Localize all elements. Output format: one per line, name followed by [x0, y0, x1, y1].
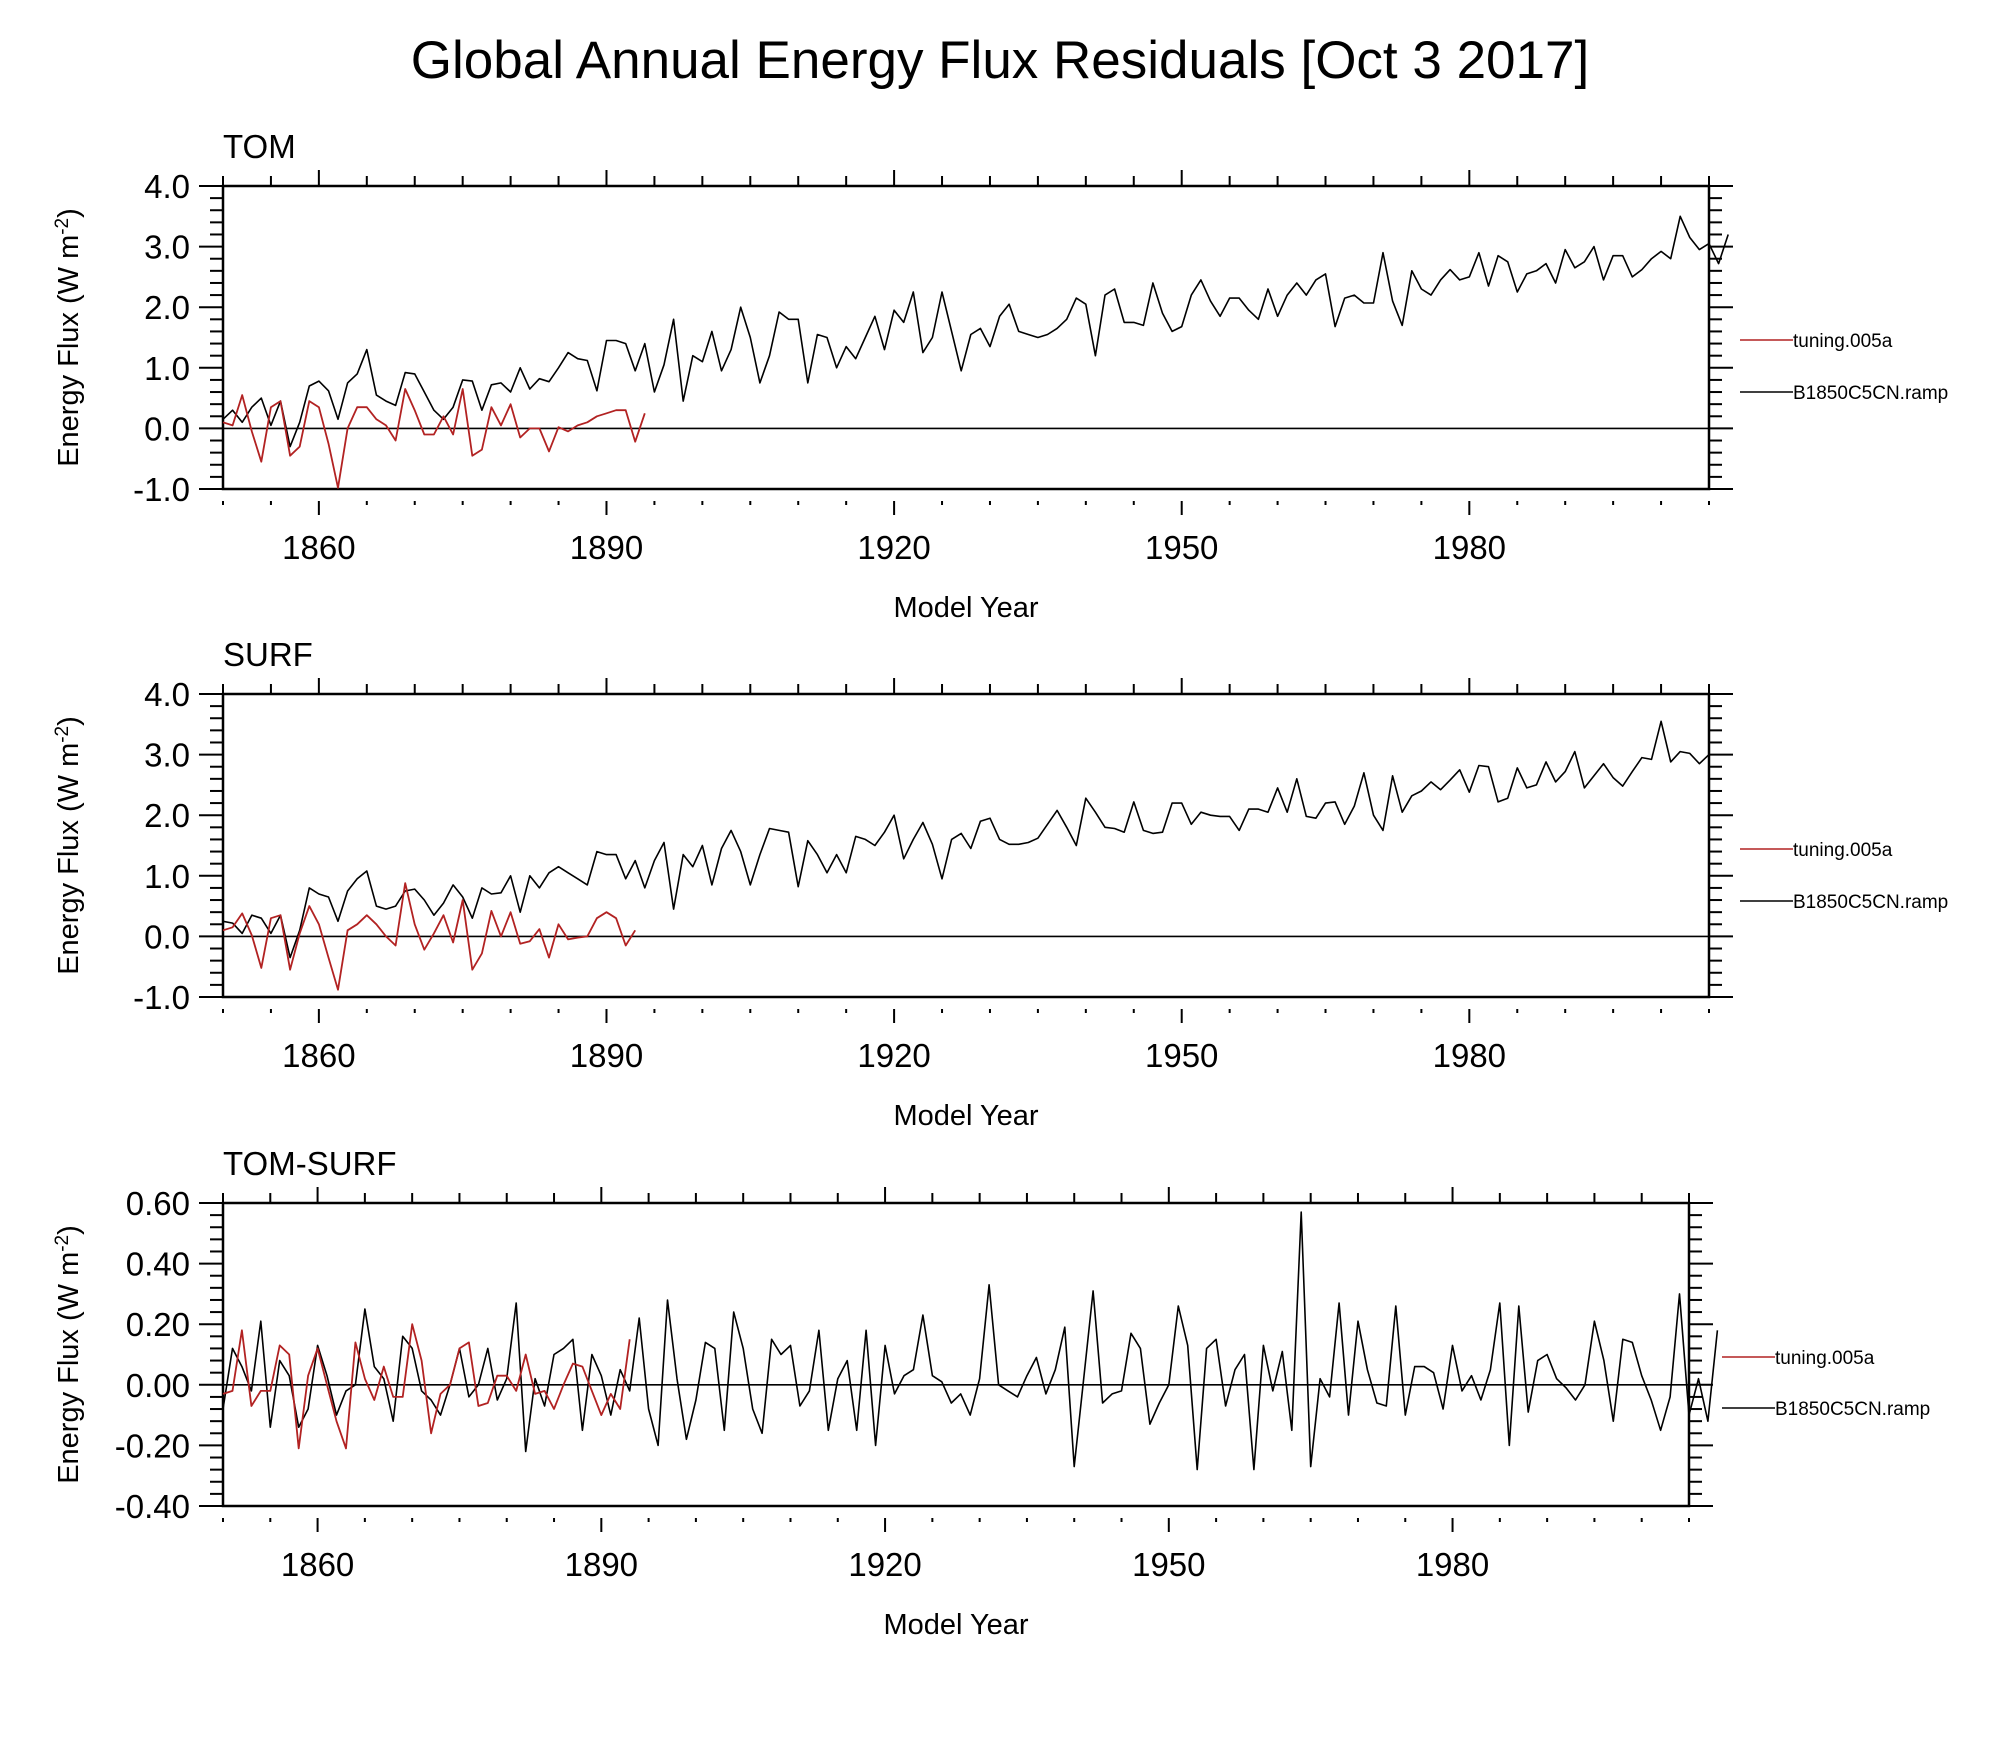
plot-frame	[221, 1201, 1691, 1508]
plot-frame	[221, 692, 1711, 999]
x-tick-label: 1890	[565, 1546, 638, 1583]
x-tick-label: 1890	[570, 529, 643, 566]
figure-title: Global Annual Energy Flux Residuals [Oct…	[411, 31, 1589, 90]
series-line-b1850c5cn-ramp	[222, 720, 1710, 959]
y-axis-label-end: )	[53, 208, 85, 218]
y-tick-label: 1.0	[144, 858, 190, 895]
y-axis-label-superscript: -2	[52, 726, 73, 743]
legend-label: tuning.005a	[1793, 840, 1893, 861]
x-tick-label: 1860	[281, 1546, 354, 1583]
y-axis-label: Energy Flux (W m-2)	[52, 208, 85, 467]
x-tick-label: 1980	[1433, 529, 1506, 566]
plot-frame	[221, 184, 1711, 491]
legend-label: tuning.005a	[1793, 331, 1893, 352]
panel-label: TOM	[223, 128, 296, 165]
y-tick-label: 0.60	[126, 1185, 190, 1222]
y-tick-label: 1.0	[144, 350, 190, 387]
x-tick-label: 1860	[282, 1037, 355, 1074]
series-line-tuning-005a	[222, 1323, 631, 1450]
y-tick-label: 0.0	[144, 918, 190, 955]
x-tick-label: 1920	[857, 1037, 930, 1074]
y-axis-label: Energy Flux (W m-2)	[52, 1225, 85, 1484]
x-axis-label: Model Year	[893, 1100, 1038, 1132]
y-tick-label: 0.0	[144, 410, 190, 447]
panel-label: SURF	[223, 636, 313, 673]
y-axis-label-superscript: -2	[52, 218, 73, 235]
y-tick-label: 0.00	[126, 1367, 190, 1404]
y-tick-label: 4.0	[144, 168, 190, 205]
y-tick-label: 3.0	[144, 737, 190, 774]
series-line-tuning-005a	[222, 388, 646, 489]
x-axis-label: Model Year	[893, 592, 1038, 624]
series-line-b1850c5cn-ramp	[222, 215, 1729, 448]
x-tick-label: 1920	[857, 529, 930, 566]
y-tick-label: 0.20	[126, 1306, 190, 1343]
y-tick-label: -0.40	[115, 1488, 190, 1525]
legend-label: B1850C5CN.ramp	[1793, 892, 1948, 913]
y-tick-label: 4.0	[144, 676, 190, 713]
legend-label: B1850C5CN.ramp	[1793, 383, 1948, 404]
x-tick-label: 1980	[1416, 1546, 1489, 1583]
legend: tuning.005a B1850C5CN.ramp	[1722, 1348, 1930, 1420]
legend: tuning.005a B1850C5CN.ramp	[1740, 840, 1948, 913]
series-line-b1850c5cn-ramp	[222, 1211, 1719, 1471]
panel-surf: SURF 1860 1890 1920 1950 1980 -1.0 0.0 1.0 2.0 3.0…	[52, 636, 1948, 1132]
y-axis-label-end: )	[53, 716, 85, 726]
x-tick-label: 1860	[282, 529, 355, 566]
legend-label: B1850C5CN.ramp	[1775, 1399, 1930, 1420]
y-tick-label: 2.0	[144, 797, 190, 834]
y-tick-label: -0.20	[115, 1427, 190, 1464]
panel-label: TOM-SURF	[223, 1145, 397, 1182]
x-tick-label: 1890	[570, 1037, 643, 1074]
x-tick-label: 1980	[1433, 1037, 1506, 1074]
x-tick-label: 1950	[1145, 1037, 1218, 1074]
y-axis-label-main: Energy Flux (W m	[53, 743, 85, 975]
x-tick-label: 1950	[1132, 1546, 1205, 1583]
y-axis-label-main: Energy Flux (W m	[53, 235, 85, 467]
y-axis-label: Energy Flux (W m-2)	[52, 716, 85, 975]
series-line-tuning-005a	[222, 882, 636, 991]
y-tick-label: 3.0	[144, 229, 190, 266]
y-tick-label: -1.0	[133, 979, 190, 1016]
panel-tom: TOM 1860 1890 1920 1950 1980 -1.0 0.0 1.0 2.0 3.0 4…	[52, 128, 1948, 624]
panel-tom-surf: TOM-SURF 1860 1890 1920 1950 1980 -0.40 -0.20 0.…	[52, 1145, 1930, 1641]
y-axis-label-end: )	[53, 1225, 85, 1235]
y-axis-label-main: Energy Flux (W m	[53, 1252, 85, 1484]
y-tick-label: -1.0	[133, 471, 190, 508]
y-axis-label-superscript: -2	[52, 1235, 73, 1252]
x-tick-label: 1920	[848, 1546, 921, 1583]
legend: tuning.005a B1850C5CN.ramp	[1740, 331, 1948, 404]
y-tick-label: 2.0	[144, 289, 190, 326]
y-tick-label: 0.40	[126, 1246, 190, 1283]
x-tick-label: 1950	[1145, 529, 1218, 566]
legend-label: tuning.005a	[1775, 1348, 1875, 1369]
x-axis-label: Model Year	[883, 1609, 1028, 1641]
